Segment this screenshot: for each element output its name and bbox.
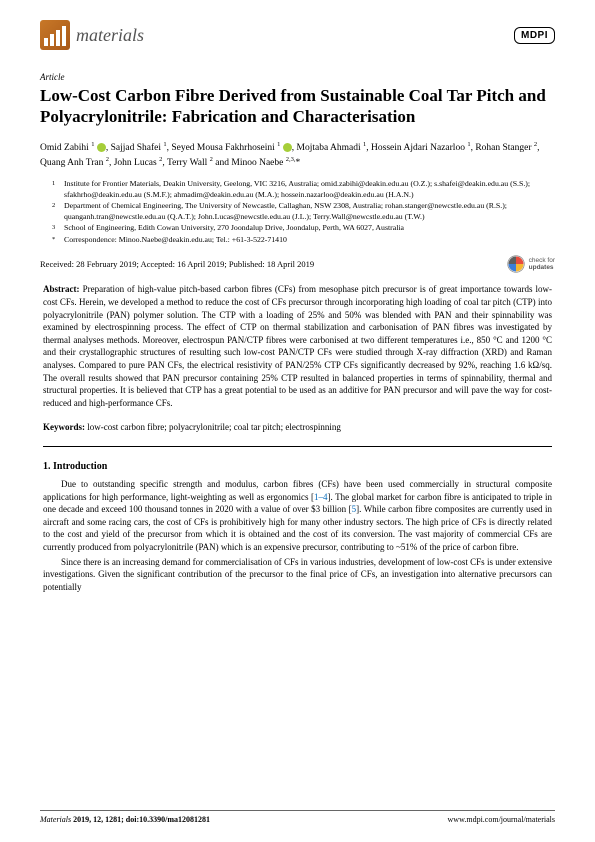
journal-logo-icon [40, 20, 70, 50]
ref-link-1-4[interactable]: 1–4 [314, 492, 328, 502]
footer-journal-name: Materials [40, 815, 71, 824]
footer-citation: Materials 2019, 12, 1281; doi:10.3390/ma… [40, 815, 210, 824]
affiliation-text: Department of Chemical Engineering, The … [64, 201, 555, 222]
journal-logo: materials [40, 20, 144, 50]
abstract: Abstract: Preparation of high-value pitc… [40, 283, 555, 409]
affiliation-marker: 1 [52, 179, 64, 200]
intro-paragraph-1: Due to outstanding specific strength and… [43, 478, 552, 554]
section-heading-intro: 1. Introduction [40, 461, 555, 472]
check-updates-line2: updates [529, 264, 554, 271]
abstract-text: Preparation of high-value pitch-based ca… [43, 284, 552, 407]
page-header: materials MDPI [0, 0, 595, 60]
affiliation-text: Correspondence: Minoo.Naebe@deakin.edu.a… [64, 235, 555, 246]
article-content: Article Low-Cost Carbon Fibre Derived fr… [0, 60, 595, 593]
page-footer: Materials 2019, 12, 1281; doi:10.3390/ma… [40, 810, 555, 824]
article-title: Low-Cost Carbon Fibre Derived from Susta… [40, 85, 555, 128]
affiliation-row: *Correspondence: Minoo.Naebe@deakin.edu.… [52, 235, 555, 246]
publisher-logo: MDPI [514, 27, 555, 44]
abstract-label: Abstract: [43, 284, 80, 294]
journal-name: materials [76, 25, 144, 46]
keywords-label: Keywords: [43, 422, 85, 432]
affiliation-text: School of Engineering, Edith Cowan Unive… [64, 223, 555, 234]
publication-dates: Received: 28 February 2019; Accepted: 16… [40, 259, 314, 269]
affiliations: 1Institute for Frontier Materials, Deaki… [40, 179, 555, 245]
check-updates-badge[interactable]: check for updates [507, 255, 555, 273]
check-updates-line1: check for [529, 257, 555, 264]
affiliation-marker: 2 [52, 201, 64, 222]
footer-url: www.mdpi.com/journal/materials [448, 815, 555, 824]
article-type: Article [40, 72, 555, 82]
affiliation-row: 3School of Engineering, Edith Cowan Univ… [52, 223, 555, 234]
affiliation-text: Institute for Frontier Materials, Deakin… [64, 179, 555, 200]
affiliation-marker: * [52, 235, 64, 246]
dates-row: Received: 28 February 2019; Accepted: 16… [40, 255, 555, 273]
affiliation-row: 2Department of Chemical Engineering, The… [52, 201, 555, 222]
keywords-text: low-cost carbon fibre; polyacrylonitrile… [87, 422, 341, 432]
authors-list: Omid Zabihi 1 , Sajjad Shafei 1, Seyed M… [40, 140, 555, 172]
affiliation-row: 1Institute for Frontier Materials, Deaki… [52, 179, 555, 200]
check-updates-text: check for updates [529, 257, 555, 271]
check-updates-icon [507, 255, 525, 273]
footer-citation-rest: 2019, 12, 1281; doi:10.3390/ma12081281 [73, 815, 210, 824]
keywords: Keywords: low-cost carbon fibre; polyacr… [40, 421, 555, 434]
section-divider [43, 446, 552, 447]
affiliation-marker: 3 [52, 223, 64, 234]
intro-body: Due to outstanding specific strength and… [40, 478, 555, 593]
intro-paragraph-2: Since there is an increasing demand for … [43, 556, 552, 594]
